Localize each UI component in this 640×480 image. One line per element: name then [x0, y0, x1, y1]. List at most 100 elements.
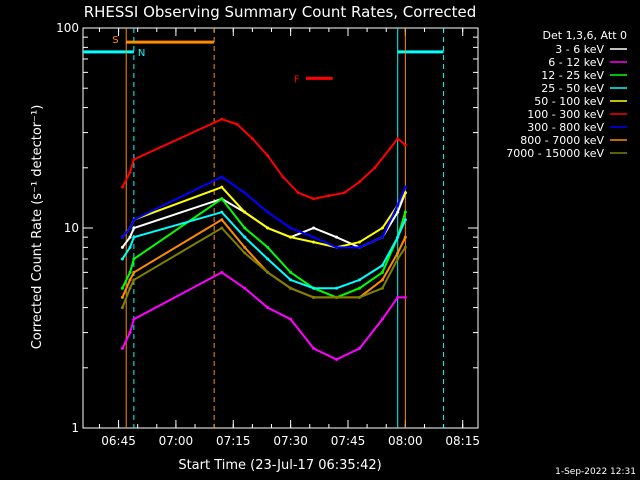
- series-point-6-12-kev: [266, 306, 270, 310]
- series-point-7000-15000-kev: [396, 257, 400, 261]
- series-point-3-6-kev: [120, 245, 124, 249]
- series-point-7000-15000-kev: [312, 295, 316, 299]
- series-point-12-25-kev: [120, 286, 124, 290]
- series-point-25-50-kev: [132, 235, 136, 239]
- legend-label: 800 - 7000 keV: [520, 134, 604, 147]
- series-point-50-100-kev: [266, 226, 270, 230]
- series-point-3-6-kev: [132, 226, 136, 230]
- series-point-50-100-kev: [220, 185, 224, 189]
- series-point-100-300-kev: [250, 137, 254, 141]
- series-point-6-12-kev: [312, 346, 316, 350]
- series-point-800-7000-kev: [396, 251, 400, 255]
- series-point-800-7000-kev: [243, 245, 247, 249]
- series-point-800-7000-kev: [220, 218, 224, 222]
- legend-title: Det 1,3,6, Att 0: [543, 29, 627, 42]
- series-point-7000-15000-kev: [403, 245, 407, 249]
- series-point-6-12-kev: [220, 270, 224, 274]
- series-point-3-6-kev: [128, 235, 132, 239]
- series-point-7000-15000-kev: [335, 295, 339, 299]
- series-point-100-300-kev: [388, 146, 392, 150]
- series-point-7000-15000-kev: [132, 278, 136, 282]
- series-point-100-300-kev: [120, 185, 124, 189]
- x-tick-label: 07:15: [216, 434, 251, 448]
- night-flag-label: N: [138, 48, 145, 59]
- series-point-300-800-kev: [357, 245, 361, 249]
- series-point-7000-15000-kev: [220, 226, 224, 230]
- series-point-300-800-kev: [396, 203, 400, 207]
- series-point-7000-15000-kev: [289, 286, 293, 290]
- series-point-25-50-kev: [243, 235, 247, 239]
- series-point-25-50-kev: [380, 263, 384, 267]
- x-tick-label: 06:45: [101, 434, 136, 448]
- series-point-25-50-kev: [266, 257, 270, 261]
- series-point-25-50-kev: [403, 218, 407, 222]
- series-point-100-300-kev: [327, 194, 331, 198]
- legend-label: 100 - 300 keV: [527, 108, 604, 121]
- series-point-12-25-kev: [357, 286, 361, 290]
- series-point-7000-15000-kev: [266, 270, 270, 274]
- series-point-100-300-kev: [342, 191, 346, 195]
- series-point-25-50-kev: [289, 278, 293, 282]
- series-point-7000-15000-kev: [243, 251, 247, 255]
- footer-timestamp: 1-Sep-2022 12:31: [555, 467, 636, 477]
- series-point-100-300-kev: [220, 117, 224, 121]
- x-tick-label: 08:00: [388, 434, 423, 448]
- legend-label: 50 - 100 keV: [534, 95, 604, 108]
- series-point-25-50-kev: [312, 286, 316, 290]
- series-point-6-12-kev: [403, 295, 407, 299]
- series-point-300-800-kev: [266, 210, 270, 214]
- series-point-50-100-kev: [403, 191, 407, 195]
- legend-label: 6 - 12 keV: [548, 56, 604, 69]
- series-point-12-25-kev: [220, 197, 224, 201]
- series-point-100-300-kev: [266, 154, 270, 158]
- series-point-300-800-kev: [243, 191, 247, 195]
- saa-flag-label: S: [112, 35, 118, 46]
- series-point-25-50-kev: [120, 257, 124, 261]
- series-point-100-300-kev: [373, 166, 377, 170]
- series-point-800-7000-kev: [132, 270, 136, 274]
- x-tick-label: 07:30: [273, 434, 308, 448]
- series-point-7000-15000-kev: [357, 295, 361, 299]
- series-point-25-50-kev: [396, 235, 400, 239]
- series-point-12-25-kev: [128, 270, 132, 274]
- series-point-300-800-kev: [403, 185, 407, 189]
- series-point-3-6-kev: [396, 210, 400, 214]
- series-point-6-12-kev: [357, 346, 361, 350]
- series-point-100-300-kev: [357, 180, 361, 184]
- series-point-3-6-kev: [312, 226, 316, 230]
- series-point-6-12-kev: [243, 286, 247, 290]
- flare-flag-label: F: [294, 74, 300, 85]
- x-tick-label: 08:15: [445, 434, 480, 448]
- plot-layer: 1 10 100 06:45 07:00 07:15 07:30 07:45 08:00 08:1…: [56, 21, 480, 448]
- y-tick-label: 1: [71, 421, 79, 435]
- series-point-100-300-kev: [281, 175, 285, 179]
- series-point-6-12-kev: [380, 317, 384, 321]
- series-point-800-7000-kev: [128, 278, 132, 282]
- series-point-50-100-kev: [289, 235, 293, 239]
- series-point-12-25-kev: [380, 270, 384, 274]
- series-point-300-800-kev: [380, 235, 384, 239]
- series-point-50-100-kev: [380, 226, 384, 230]
- series-point-100-300-kev: [396, 137, 400, 141]
- series-point-7000-15000-kev: [380, 286, 384, 290]
- y-tick-label: 100: [56, 21, 79, 35]
- series-point-300-800-kev: [120, 235, 124, 239]
- series-point-6-12-kev: [289, 317, 293, 321]
- series-point-25-50-kev: [220, 210, 224, 214]
- series-point-25-50-kev: [128, 245, 132, 249]
- series-point-6-12-kev: [396, 295, 400, 299]
- x-tick-label: 07:00: [159, 434, 194, 448]
- y-axis-label: Corrected Count Rate (s⁻¹ detector⁻¹): [30, 105, 45, 350]
- series-point-800-7000-kev: [120, 295, 124, 299]
- chart-title: RHESSI Observing Summary Count Rates, Co…: [84, 3, 477, 21]
- series-point-50-100-kev: [243, 210, 247, 214]
- series-point-300-800-kev: [220, 175, 224, 179]
- series-point-12-25-kev: [289, 270, 293, 274]
- series-point-25-50-kev: [357, 278, 361, 282]
- series-point-12-25-kev: [403, 210, 407, 214]
- series-point-100-300-kev: [296, 191, 300, 195]
- series-point-6-12-kev: [120, 346, 124, 350]
- series-point-800-7000-kev: [403, 235, 407, 239]
